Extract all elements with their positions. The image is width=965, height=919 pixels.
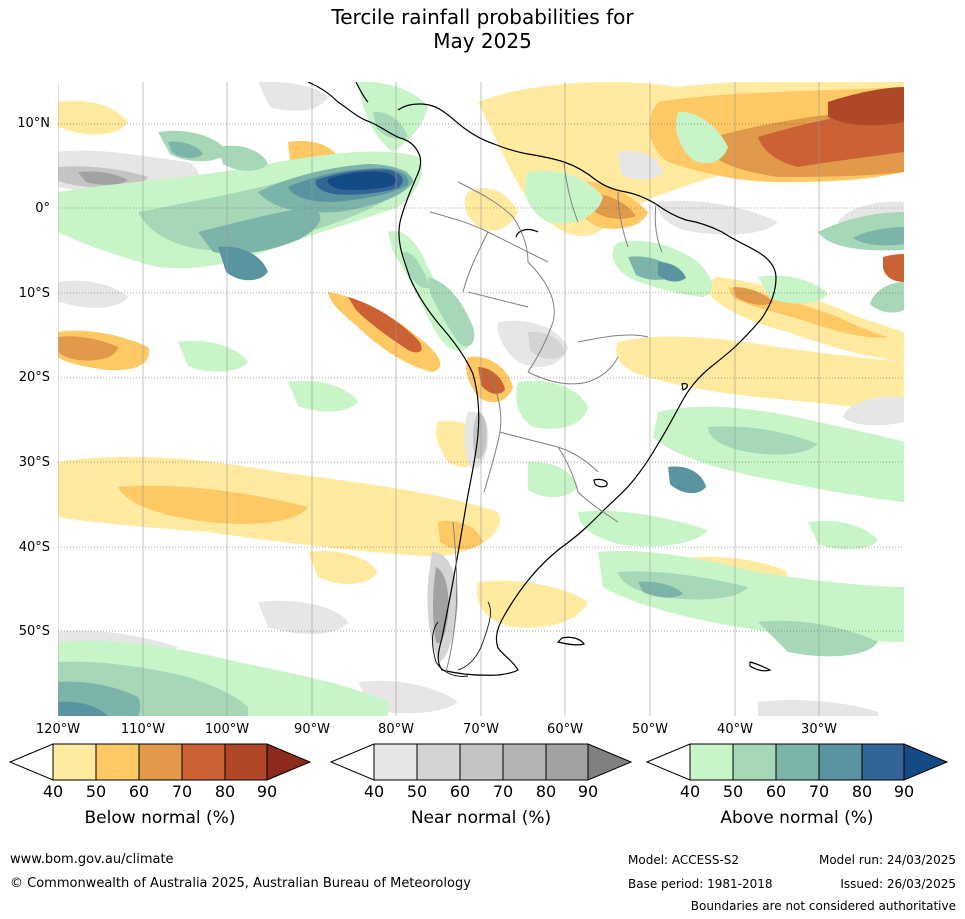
lon-label-40w: 40°W — [717, 722, 753, 737]
boundaries-disclaimer: Boundaries are not considered authoritat… — [690, 899, 956, 913]
above-tick-80: 80 — [851, 782, 873, 801]
below-tick-40: 40 — [42, 782, 64, 801]
near-normal-swatch-3 — [459, 743, 504, 781]
below-normal-swatch-1 — [52, 743, 97, 781]
near-normal-swatch-2 — [416, 743, 461, 781]
lon-label-50w: 50°W — [632, 722, 668, 737]
above-normal-areas — [58, 82, 904, 716]
near-normal-colorbar — [330, 743, 632, 781]
above-normal-arrow-low — [646, 743, 691, 781]
meridians — [58, 82, 820, 716]
lon-label-70w: 70°W — [463, 722, 499, 737]
below-normal-legend-title: Below normal (%) — [84, 808, 236, 828]
above-normal-swatch-2 — [732, 743, 777, 781]
lat-label-30s: 30°S — [18, 455, 50, 470]
copyright-text: © Commonwealth of Australia 2025, Austra… — [10, 876, 471, 891]
above-normal-swatch-1 — [689, 743, 734, 781]
model-name: Model: ACCESS-S2 — [628, 853, 740, 867]
above-normal-legend-title: Above normal (%) — [720, 808, 874, 828]
near-tick-90: 90 — [577, 782, 599, 801]
issued-date: Issued: 26/03/2025 — [840, 877, 956, 891]
map-title-line-2: May 2025 — [433, 29, 532, 53]
below-normal-colorbar — [9, 743, 311, 781]
near-normal-arrow-high — [587, 743, 632, 781]
lat-label-20s: 20°S — [18, 370, 50, 385]
below-tick-90: 90 — [256, 782, 278, 801]
near-tick-60: 60 — [449, 782, 471, 801]
near-normal-swatch-1 — [373, 743, 418, 781]
website-link[interactable]: www.bom.gov.au/climate — [10, 852, 174, 867]
lon-label-30w: 30°W — [801, 722, 837, 737]
above-normal-arrow-high — [903, 743, 948, 781]
below-normal-swatch-4 — [181, 743, 226, 781]
lat-label-10s: 10°S — [18, 286, 50, 301]
below-normal-swatch-2 — [95, 743, 140, 781]
near-tick-40: 40 — [363, 782, 385, 801]
near-normal-swatch-5 — [545, 743, 589, 781]
country-borders — [429, 161, 663, 673]
near-tick-50: 50 — [406, 782, 428, 801]
lat-label-50s: 50°S — [18, 624, 50, 639]
lat-label-0: 0° — [35, 201, 50, 216]
lon-label-80w: 80°W — [378, 722, 414, 737]
below-normal-swatch-5 — [224, 743, 268, 781]
above-normal-swatch-5 — [861, 743, 905, 781]
above-tick-70: 70 — [808, 782, 830, 801]
above-tick-90: 90 — [893, 782, 915, 801]
above-normal-colorbar — [646, 743, 948, 781]
below-tick-60: 60 — [128, 782, 150, 801]
below-normal-arrow-low — [9, 743, 54, 781]
near-normal-legend-title: Near normal (%) — [410, 808, 552, 828]
near-tick-70: 70 — [492, 782, 514, 801]
model-run-date: Model run: 24/03/2025 — [818, 853, 956, 867]
map-title-line-1: Tercile rainfall probabilities for — [331, 5, 634, 29]
lat-label-40s: 40°S — [18, 540, 50, 555]
rainfall-probability-map — [58, 82, 904, 716]
below-tick-80: 80 — [214, 782, 236, 801]
below-normal-swatch-3 — [138, 743, 183, 781]
below-normal-arrow-high — [266, 743, 311, 781]
lon-label-120w: 120°W — [35, 722, 81, 737]
near-normal-arrow-low — [330, 743, 375, 781]
above-normal-swatch-3 — [775, 743, 820, 781]
above-normal-swatch-4 — [818, 743, 863, 781]
base-period: Base period: 1981-2018 — [628, 877, 773, 891]
lat-label-10n: 10°N — [17, 116, 50, 131]
lon-label-90w: 90°W — [294, 722, 330, 737]
below-tick-50: 50 — [85, 782, 107, 801]
near-tick-80: 80 — [535, 782, 557, 801]
near-normal-swatch-4 — [502, 743, 547, 781]
coastline — [307, 82, 777, 677]
lon-label-110w: 110°W — [120, 722, 166, 737]
map-canvas — [58, 82, 904, 716]
lon-label-60w: 60°W — [547, 722, 583, 737]
below-tick-70: 70 — [171, 782, 193, 801]
above-tick-50: 50 — [722, 782, 744, 801]
above-tick-40: 40 — [679, 782, 701, 801]
above-tick-60: 60 — [765, 782, 787, 801]
lon-label-100w: 100°W — [204, 722, 250, 737]
